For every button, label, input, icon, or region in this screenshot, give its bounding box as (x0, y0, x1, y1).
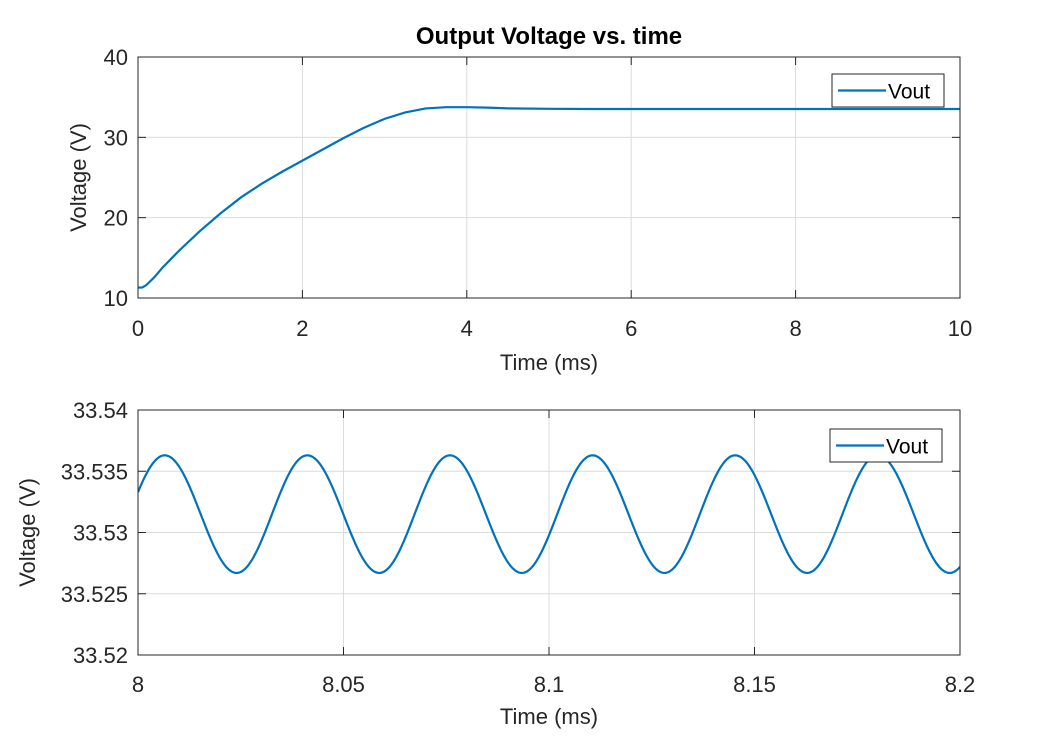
y-tick-label: 33.54 (73, 398, 128, 423)
plot-area (138, 57, 960, 298)
x-tick-label: 2 (296, 316, 308, 341)
y-axis-label: Voltage (V) (66, 123, 91, 232)
x-tick-label: 8.05 (322, 672, 365, 697)
x-tick-label: 10 (948, 316, 972, 341)
chart-title: Output Voltage vs. time (416, 23, 682, 50)
legend-label: Vout (886, 436, 928, 459)
legend: Vout (829, 428, 943, 463)
x-axis-label: Time (ms) (500, 350, 598, 375)
x-tick-label: 8.1 (534, 672, 565, 697)
axes-top: 0 2 4 6 8 10 10 20 30 40 Time (ms) Voltage (V) Outpu… (66, 23, 972, 375)
y-tick-label: 40 (104, 45, 128, 70)
y-tick-label: 10 (104, 286, 128, 311)
y-tick-label: 30 (104, 125, 128, 150)
x-axis-label: Time (ms) (500, 704, 598, 729)
series-line-vout (138, 106, 960, 289)
legend: Vout (831, 73, 945, 108)
x-tick-label: 0 (132, 316, 144, 341)
axes-bottom: 8 8.05 8.1 8.15 8.2 33.52 33.525 33.53 33.535 33.… (15, 398, 975, 729)
x-tick-label: 6 (625, 316, 637, 341)
x-tick-label: 8.15 (733, 672, 776, 697)
series-line-vout (138, 454, 960, 575)
y-tick-label: 33.525 (61, 582, 128, 607)
legend-box (831, 73, 945, 108)
y-axis-label: Voltage (V) (15, 478, 40, 587)
x-tick-label: 8.2 (945, 672, 976, 697)
y-tick-label: 33.535 (61, 459, 128, 484)
x-tick-label: 8 (789, 316, 801, 341)
x-tick-label: 4 (461, 316, 473, 341)
y-tick-label: 33.52 (73, 643, 128, 668)
y-tick-label: 20 (104, 206, 128, 231)
legend-label: Vout (888, 81, 930, 104)
axes-frame (137, 56, 961, 299)
y-tick-label: 33.53 (73, 521, 128, 546)
x-tick-label: 8 (132, 672, 144, 697)
